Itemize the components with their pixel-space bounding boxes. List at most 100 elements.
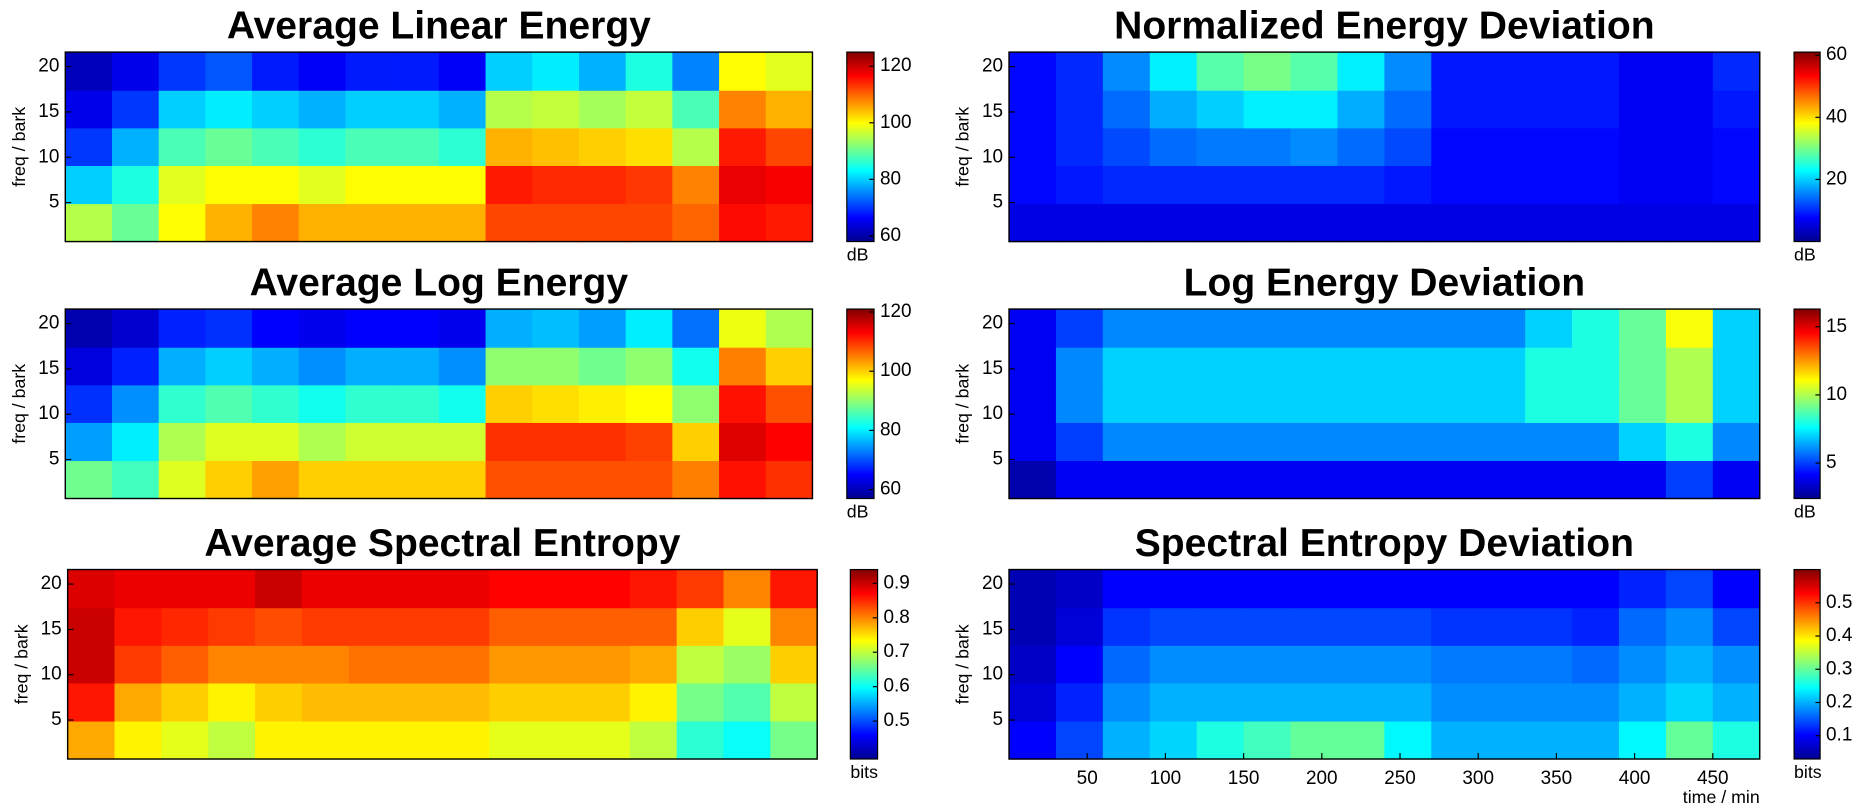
heat-cell [1243, 347, 1292, 386]
chart-title: Log Energy Deviation [1184, 262, 1586, 305]
heat-cell [1290, 347, 1339, 386]
heat-cell [1618, 90, 1667, 129]
heat-cell [765, 165, 814, 205]
heat-cell [578, 203, 627, 243]
heat-cell [532, 384, 580, 423]
y-tick-label: 15 [38, 358, 59, 379]
heat-cell [1196, 682, 1245, 722]
heat-cell [65, 127, 113, 167]
heat-cell [1431, 165, 1479, 205]
x-tick-label: 250 [1384, 768, 1416, 789]
heat-cell [65, 347, 113, 386]
heat-cell [301, 607, 350, 646]
chart-title: Average Linear Energy [227, 5, 651, 48]
heat-cell [582, 720, 631, 760]
heat-cell [1243, 203, 1292, 243]
y-tick-label: 5 [993, 449, 1004, 470]
heat-cell [1009, 347, 1057, 386]
heat-cell [158, 52, 206, 91]
heat-cell [1337, 569, 1385, 609]
heat-cell [1149, 127, 1198, 167]
heat-cell [1055, 720, 1104, 760]
heat-cell [1572, 569, 1620, 609]
heat-cell [1243, 720, 1292, 760]
x-tick-label: 150 [1228, 768, 1260, 789]
heat-cell [1384, 347, 1432, 386]
heat-cell [1384, 90, 1432, 129]
heat-cell [1618, 422, 1667, 462]
heat-cell [1290, 90, 1339, 129]
heat-cell [438, 422, 487, 462]
heat-cell [672, 460, 720, 500]
plot-frame [64, 308, 814, 500]
heat-cell [1572, 645, 1620, 684]
heat-cell [1618, 203, 1667, 243]
heat-cell [1196, 347, 1245, 386]
heat-cell [578, 309, 627, 348]
heat-cell [1712, 569, 1761, 609]
y-tick-label: 20 [982, 56, 1003, 77]
heat-cell [65, 203, 113, 243]
heat-cell [1618, 52, 1667, 91]
heat-cell [1572, 203, 1620, 243]
heat-cell [1243, 165, 1292, 205]
heat-cell [1243, 52, 1292, 91]
heat-cell [536, 682, 584, 722]
heat-cell [1337, 127, 1385, 167]
heat-cell [1196, 569, 1245, 609]
heat-cell [719, 384, 767, 423]
heat-cell [395, 682, 444, 722]
colorbar-tick-label: 0.5 [884, 710, 910, 731]
heat-cell [489, 720, 537, 760]
heat-cell [111, 165, 160, 205]
heat-cell [1009, 682, 1057, 722]
heat-cell [1712, 203, 1761, 243]
heat-cell [1009, 384, 1057, 423]
heat-cell [392, 52, 440, 91]
y-tick-label: 5 [51, 709, 62, 730]
heat-cell [1196, 165, 1245, 205]
colorbar [1793, 568, 1821, 760]
heat-cell [67, 720, 116, 760]
heat-cell [1243, 569, 1292, 609]
heat-cell [158, 127, 206, 167]
heat-cell [1384, 384, 1432, 423]
chart-title: Average Spectral Entropy [204, 522, 680, 565]
heat-cell [345, 309, 393, 348]
colorbar-tick-label: 0.5 [1826, 592, 1852, 613]
heat-cell [442, 569, 490, 609]
plot-frame [1008, 308, 1761, 500]
heat-cell [719, 347, 767, 386]
heat-cell [1618, 165, 1667, 205]
heat-cell [1243, 682, 1292, 722]
heat-cell [1618, 645, 1667, 684]
heat-cell [536, 645, 584, 684]
y-tick-label: 20 [41, 573, 62, 594]
y-tick-label: 5 [993, 709, 1004, 730]
heat-cell [252, 460, 300, 500]
heat-cell [1149, 720, 1198, 760]
heat-cell [629, 607, 678, 646]
heat-cell [298, 384, 347, 423]
heat-cell [1478, 52, 1526, 91]
heat-cell [158, 165, 206, 205]
heat-cell [298, 127, 347, 167]
heat-cell [111, 460, 160, 500]
heat-cell [1102, 682, 1151, 722]
x-axis-label: time / min [1683, 787, 1760, 804]
heat-cell [1055, 90, 1104, 129]
heat-cell [1384, 645, 1432, 684]
heat-cell [765, 347, 814, 386]
heat-cell [1478, 384, 1526, 423]
heat-cell [1572, 165, 1620, 205]
heat-cell [1290, 309, 1339, 348]
heat-cell [252, 309, 300, 348]
heat-cell [161, 645, 209, 684]
heat-cell [1431, 127, 1479, 167]
heat-cell [582, 645, 631, 684]
y-axis-label: freq / bark [953, 107, 973, 187]
heat-cell [111, 347, 160, 386]
heat-cell [1243, 422, 1292, 462]
heat-cell [1525, 203, 1573, 243]
heat-cell [252, 384, 300, 423]
